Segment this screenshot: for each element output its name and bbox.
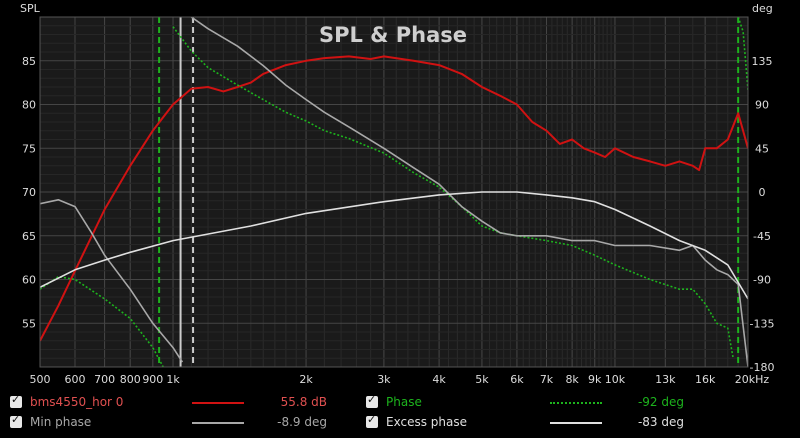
x-tick-label: 1k: [166, 373, 180, 386]
legend-label-min-phase: Min phase: [30, 415, 92, 429]
y-tick-label: 85: [22, 55, 36, 68]
x-tick-label: 3k: [377, 373, 391, 386]
series-bms4550-hor-0: [40, 55, 748, 342]
curves: [40, 17, 748, 367]
checkbox-min-phase[interactable]: [10, 413, 22, 428]
spl-phase-chart: 500 600 700 800 900 1k 2k 3k 4k 5k 6k 7k 8k 9k 10k 13k 1…: [20, 2, 775, 386]
series-min-phase: [40, 17, 748, 367]
legend-item-min-phase[interactable]: Min phase: [10, 412, 91, 432]
y2-tick-label: 0: [759, 186, 766, 199]
plot-border: [39, 16, 749, 368]
x-tick-label: 800: [120, 373, 141, 386]
x-tick-label: 8k: [565, 373, 579, 386]
y-axis-label: SPL: [20, 2, 41, 15]
x-tick-label: 10k: [605, 373, 626, 386]
legend: bms4550_hor 0 55.8 dB Phase -92 deg Min …: [0, 390, 800, 438]
y-tick-label: 75: [22, 142, 36, 155]
y-tick-label: 55: [22, 317, 36, 330]
x-tick-label: 7k: [540, 373, 554, 386]
y2-axis-label: deg: [752, 2, 773, 15]
x-tick-label: 6k: [510, 373, 524, 386]
y2-tick-label: -45: [753, 230, 771, 243]
x-tick-label: 16k: [695, 373, 716, 386]
legend-swatch-phase: [550, 402, 602, 404]
legend-value-min-phase: -8.9 deg: [277, 415, 327, 429]
legend-swatch-excess-phase: [550, 422, 602, 424]
chart-title: SPL & Phase: [319, 23, 467, 47]
x-tick-label: 20kHz: [735, 373, 770, 386]
markers: [158, 17, 740, 367]
axes: 500 600 700 800 900 1k 2k 3k 4k 5k 6k 7k 8k 9k 10k 13k 1…: [22, 16, 775, 386]
legend-value-excess-phase: -83 deg: [637, 415, 684, 429]
legend-item-spl[interactable]: bms4550_hor 0: [10, 392, 123, 412]
y2-tick-label: -180: [750, 361, 775, 374]
checkbox-phase[interactable]: [366, 393, 378, 408]
legend-swatch-spl: [192, 402, 244, 404]
x-tick-label: 9k: [588, 373, 602, 386]
x-tick-label: 700: [94, 373, 115, 386]
y2-tick-label: -135: [750, 317, 775, 330]
y2-tick-label: 45: [755, 142, 769, 155]
legend-item-excess-phase[interactable]: Excess phase: [366, 412, 467, 432]
y2-tick-label: 90: [755, 99, 769, 112]
x-tick-label: 5k: [475, 373, 489, 386]
x-tick-label: 2k: [299, 373, 313, 386]
checkbox-excess-phase[interactable]: [366, 413, 378, 428]
legend-value-spl: 55.8 dB: [280, 395, 327, 409]
legend-value-phase: -92 deg: [637, 395, 684, 409]
y2-tick-label: 135: [752, 55, 773, 68]
series-excess-phase: [40, 191, 748, 300]
x-tick-label: 900: [142, 373, 163, 386]
y-tick-label: 80: [22, 99, 36, 112]
y-tick-label: 60: [22, 274, 36, 287]
legend-label-phase: Phase: [386, 395, 422, 409]
x-tick-label: 13k: [655, 373, 676, 386]
checkbox-spl[interactable]: [10, 393, 22, 408]
y2-tick-label: -90: [753, 274, 771, 287]
legend-swatch-min-phase: [192, 422, 244, 424]
legend-item-phase[interactable]: Phase: [366, 392, 422, 412]
x-tick-label: 500: [30, 373, 51, 386]
y-tick-label: 70: [22, 186, 36, 199]
series-phase: [40, 17, 748, 367]
legend-label-excess-phase: Excess phase: [386, 415, 467, 429]
legend-label-spl: bms4550_hor 0: [30, 395, 124, 409]
x-tick-label: 4k: [432, 373, 446, 386]
y-tick-label: 65: [22, 230, 36, 243]
x-tick-label: 600: [64, 373, 85, 386]
